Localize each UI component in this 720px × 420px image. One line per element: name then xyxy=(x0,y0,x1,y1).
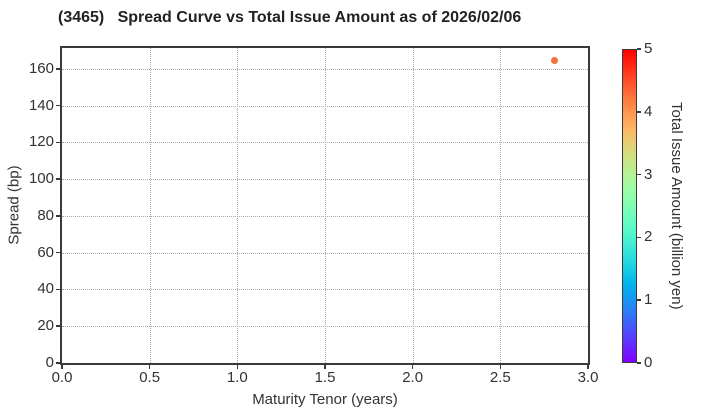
v-gridline xyxy=(500,48,502,363)
x-tick-label: 2.0 xyxy=(402,369,424,386)
y-tick-mark xyxy=(56,141,60,144)
colorbar-tick-label: 4 xyxy=(644,102,653,120)
x-axis-label: Maturity Tenor (years) xyxy=(252,391,398,408)
y-tick-mark xyxy=(56,104,60,107)
x-tick-label: 0.0 xyxy=(51,369,73,386)
v-gridline xyxy=(325,48,326,363)
v-gridline xyxy=(149,48,151,363)
x-tick-mark xyxy=(61,365,63,369)
plot-area xyxy=(60,46,590,365)
x-tick-mark xyxy=(236,365,239,369)
x-tick-mark xyxy=(324,365,326,369)
colorbar-tick-mark xyxy=(637,362,641,364)
y-tick-mark xyxy=(56,288,60,291)
y-tick-label: 80 xyxy=(37,206,54,224)
y-tick-mark xyxy=(56,215,60,217)
colorbar-label: Total Issue Amount (billion yen) xyxy=(668,102,685,310)
colorbar-tick-label: 5 xyxy=(644,40,653,57)
v-gridline xyxy=(237,48,239,363)
x-tick-label: 3.0 xyxy=(577,369,599,386)
x-tick-mark xyxy=(587,365,589,369)
colorbar-tick-mark xyxy=(637,173,641,176)
colorbar-tick-mark xyxy=(637,48,641,50)
scatter-point xyxy=(551,57,559,65)
y-tick-label: 120 xyxy=(28,133,54,151)
colorbar-tick-mark xyxy=(637,111,641,113)
chart-title: (3465) Spread Curve vs Total Issue Amoun… xyxy=(58,9,522,26)
colorbar-tick-label: 1 xyxy=(644,291,653,309)
colorbar xyxy=(622,49,637,363)
y-tick-label: 20 xyxy=(37,317,54,335)
colorbar-tick-mark xyxy=(637,236,641,239)
y-tick-mark xyxy=(56,251,60,254)
colorbar-tick-mark xyxy=(637,299,641,301)
x-tick-mark xyxy=(148,365,151,369)
x-tick-label: 1.0 xyxy=(226,369,248,386)
y-tick-mark xyxy=(56,362,60,364)
y-tick-label: 140 xyxy=(28,96,54,114)
colorbar-tick-label: 3 xyxy=(644,165,653,183)
y-tick-label: 160 xyxy=(28,59,54,77)
y-tick-label: 0 xyxy=(45,354,54,371)
y-axis-label: Spread (bp) xyxy=(5,165,23,245)
x-tick-label: 2.5 xyxy=(489,369,511,386)
y-tick-mark xyxy=(56,325,60,327)
y-tick-mark xyxy=(56,68,60,70)
y-tick-mark xyxy=(56,178,60,180)
y-tick-label: 40 xyxy=(37,280,54,298)
colorbar-tick-label: 0 xyxy=(644,354,653,371)
x-tick-mark xyxy=(499,365,502,369)
v-gridline xyxy=(412,48,414,363)
x-tick-label: 0.5 xyxy=(139,369,161,386)
y-tick-label: 60 xyxy=(37,243,54,261)
y-tick-label: 100 xyxy=(28,170,54,188)
colorbar-tick-label: 2 xyxy=(644,228,653,246)
x-tick-label: 1.5 xyxy=(314,369,336,386)
x-tick-mark xyxy=(411,365,414,369)
